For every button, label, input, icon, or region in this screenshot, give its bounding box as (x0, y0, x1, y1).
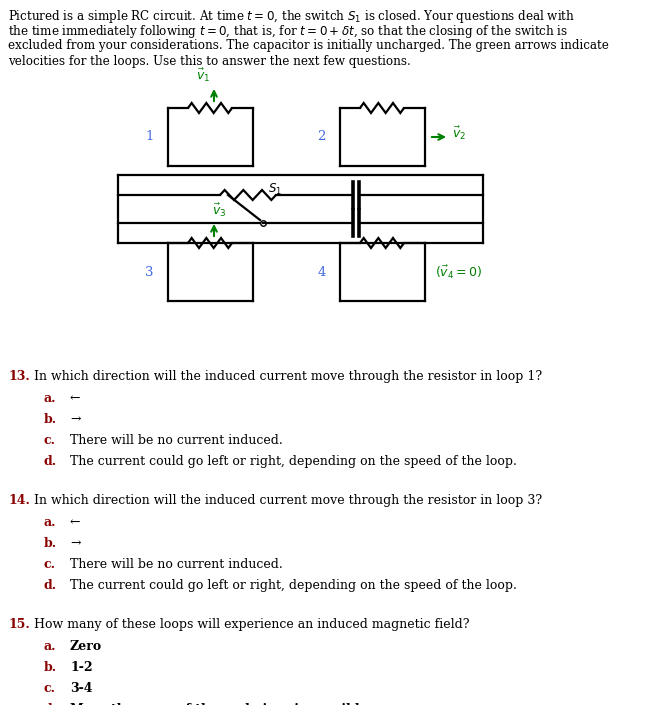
Text: 15.: 15. (8, 618, 30, 631)
Text: $\vec{v}_3$: $\vec{v}_3$ (212, 202, 227, 219)
Text: 4: 4 (317, 266, 326, 278)
Text: d.: d. (44, 703, 57, 705)
Text: a.: a. (44, 516, 56, 529)
Text: d.: d. (44, 455, 57, 468)
Text: The current could go left or right, depending on the speed of the loop.: The current could go left or right, depe… (70, 579, 517, 592)
Text: ←: ← (70, 392, 80, 405)
Text: In which direction will the induced current move through the resistor in loop 3?: In which direction will the induced curr… (34, 494, 542, 507)
Text: 13.: 13. (8, 370, 30, 383)
Text: In which direction will the induced current move through the resistor in loop 1?: In which direction will the induced curr… (34, 370, 542, 383)
Text: 1: 1 (145, 130, 154, 144)
Text: a.: a. (44, 392, 56, 405)
Text: c.: c. (44, 558, 56, 571)
Text: c.: c. (44, 682, 56, 695)
Text: There will be no current induced.: There will be no current induced. (70, 558, 283, 571)
Text: b.: b. (44, 413, 57, 426)
Text: The current could go left or right, depending on the speed of the loop.: The current could go left or right, depe… (70, 455, 517, 468)
Text: d.: d. (44, 579, 57, 592)
Text: $(\vec{v}_4 = 0)$: $(\vec{v}_4 = 0)$ (435, 263, 482, 281)
Text: Zero: Zero (70, 640, 102, 653)
Text: There will be no current induced.: There will be no current induced. (70, 434, 283, 447)
Text: c.: c. (44, 434, 56, 447)
Text: a.: a. (44, 640, 56, 653)
Text: ←: ← (70, 516, 80, 529)
Text: the time immediately following $t = 0$, that is, for $t = 0 + \delta t$, so that: the time immediately following $t = 0$, … (8, 23, 569, 40)
Text: How many of these loops will experience an induced magnetic field?: How many of these loops will experience … (34, 618, 469, 631)
Text: 2: 2 (317, 130, 326, 144)
Text: 1-2: 1-2 (70, 661, 93, 674)
Text: 3-4: 3-4 (70, 682, 93, 695)
Text: b.: b. (44, 537, 57, 550)
Text: $\vec{v}_1$: $\vec{v}_1$ (196, 67, 210, 84)
Text: b.: b. (44, 661, 57, 674)
Text: excluded from your considerations. The capacitor is initially uncharged. The gre: excluded from your considerations. The c… (8, 39, 609, 52)
Text: Pictured is a simple RC circuit. At time $t = 0$, the switch $S_1$ is closed. Yo: Pictured is a simple RC circuit. At time… (8, 8, 575, 25)
Text: →: → (70, 413, 80, 426)
Text: More than one of these choices is possible.: More than one of these choices is possib… (70, 703, 372, 705)
Text: velocities for the loops. Use this to answer the next few questions.: velocities for the loops. Use this to an… (8, 54, 411, 68)
Text: $\vec{v}_2$: $\vec{v}_2$ (452, 125, 466, 142)
Text: 14.: 14. (8, 494, 30, 507)
Text: 3: 3 (145, 266, 154, 278)
Text: $S_1$: $S_1$ (268, 182, 282, 197)
Text: →: → (70, 537, 80, 550)
